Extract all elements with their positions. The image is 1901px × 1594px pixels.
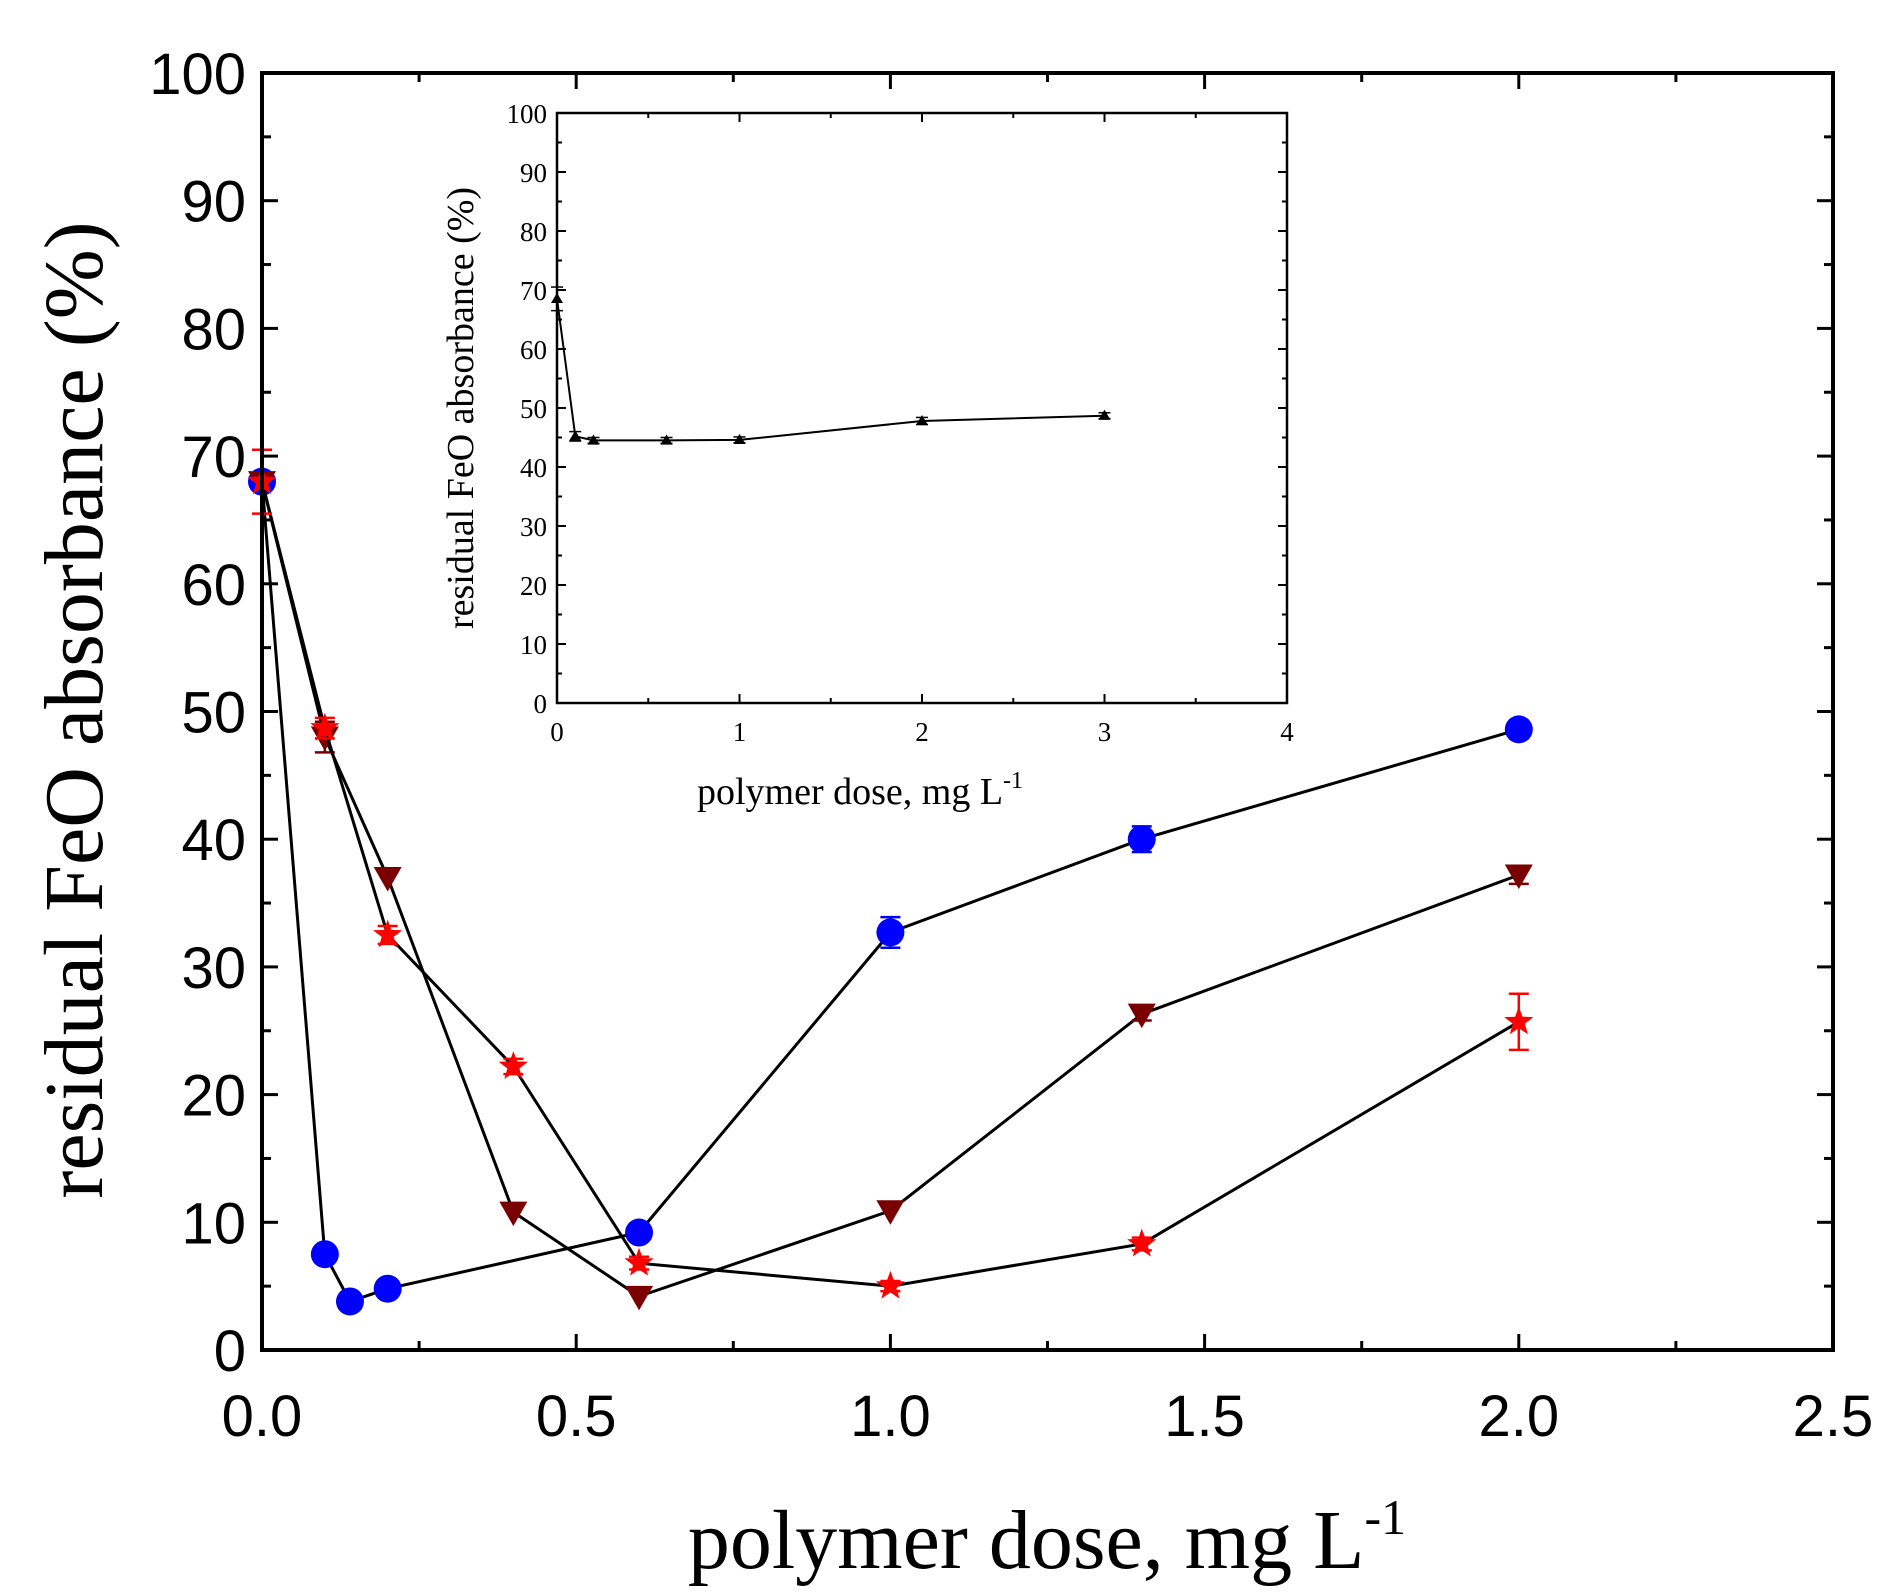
main-y-axis-title: residual FeO absorbance (%)	[28, 221, 121, 1198]
inset-y-tick-label: 70	[520, 276, 547, 306]
main-y-tick-label: 50	[181, 681, 246, 746]
inset-plot-frame	[555, 111, 1289, 705]
inset-chart: 0 1 2 3 4 0 10 20 30 40 50 60 70 80 90 100 polymer dos…	[440, 99, 1294, 813]
main-x-tick-label: 2.0	[1478, 1384, 1559, 1449]
inset-inset-series-point-6	[1098, 409, 1111, 420]
main-x-axis-title-text: polymer dose, mg L	[688, 1494, 1365, 1587]
inset-y-tick-label: 90	[520, 158, 547, 188]
main-triangles-point-5	[876, 1200, 905, 1225]
main-chart: 0.0 0.5 1.0 1.5 2.0 2.5 010203040506070809010…	[28, 42, 1873, 1587]
main-circles-point-1	[310, 1240, 339, 1269]
inset-inset-series-point-2	[587, 434, 600, 445]
inset-y-axis-title: residual FeO absorbance (%)	[440, 187, 482, 629]
main-circles-point-4	[625, 1218, 654, 1247]
inset-series-group	[551, 286, 1111, 445]
main-x-axis-title-sup: -1	[1364, 1489, 1406, 1545]
inset-inset-series-point-1	[569, 430, 582, 441]
main-y-tick-label: 70	[181, 425, 246, 490]
inset-x-tick-label: 3	[1098, 717, 1112, 747]
main-stars-point-3	[498, 1051, 528, 1079]
main-circles-point-7	[1504, 715, 1533, 744]
inset-y-tick-label: 50	[520, 394, 547, 424]
inset-x-axis-title-sup: -1	[1003, 768, 1023, 794]
main-stars-point-7	[1504, 1006, 1534, 1035]
main-stars-point-6	[1127, 1228, 1157, 1257]
main-circles-point-6	[1127, 825, 1156, 854]
main-stars-point-5	[875, 1270, 905, 1299]
main-series-group	[247, 448, 1534, 1316]
main-series-stars	[247, 448, 1534, 1299]
main-y-tick-label: 90	[181, 170, 246, 235]
inset-inset-series-point-5	[916, 414, 928, 426]
main-triangles-point-4	[625, 1285, 654, 1311]
main-x-tick-label: 1.5	[1164, 1384, 1245, 1449]
inset-y-tick-label: 60	[520, 335, 547, 365]
main-triangles-point-3	[499, 1201, 528, 1227]
main-x-tick-label: 0.5	[536, 1384, 617, 1449]
inset-x-tick-label: 4	[1280, 717, 1294, 747]
main-stars-point-2	[373, 919, 403, 948]
main-y-tick-labels: 0 10 20 30 40 50 60 70 80 90 100	[149, 42, 246, 1384]
inset-y-tick-labels: 0 10 20 30 40 50 60 70 80 90 100	[507, 99, 548, 719]
main-triangles-point-6	[1127, 1003, 1156, 1029]
main-y-tick-label: 40	[181, 808, 246, 873]
main-stars-point-4	[624, 1247, 654, 1276]
main-y-tick-label: 60	[181, 553, 246, 618]
main-circles-point-5	[876, 918, 905, 947]
inset-y-tick-label: 40	[520, 453, 547, 483]
inset-x-tick-labels: 0 1 2 3 4	[550, 717, 1294, 747]
main-x-tick-label: 2.5	[1793, 1384, 1874, 1449]
main-x-tick-label: 0.0	[222, 1384, 303, 1449]
inset-x-axis-title: polymer dose, mg L-1	[697, 768, 1023, 813]
main-y-tick-label: 20	[181, 1064, 246, 1129]
inset-series-inset-series	[551, 286, 1111, 445]
main-circles-point-3	[373, 1274, 402, 1303]
main-plot-frame	[260, 71, 1835, 1352]
main-series-line-stars	[260, 481, 1520, 1288]
inset-y-tick-label: 30	[520, 512, 547, 542]
inset-x-tick-label: 1	[733, 717, 747, 747]
main-triangles-point-2	[373, 867, 402, 892]
main-triangles-point-7	[1504, 864, 1533, 889]
inset-x-tick-label: 0	[550, 717, 564, 747]
main-x-tick-label: 1.0	[850, 1384, 931, 1449]
inset-y-tick-label: 10	[520, 630, 547, 660]
inset-y-tick-label: 20	[520, 571, 547, 601]
main-y-tick-label: 0	[214, 1319, 246, 1384]
inset-y-tick-label: 100	[507, 99, 548, 129]
main-circles-point-2	[335, 1287, 364, 1316]
main-y-tick-label: 30	[181, 936, 246, 1001]
inset-x-axis-title-text: polymer dose, mg L	[697, 771, 1003, 813]
main-y-tick-label: 10	[181, 1191, 246, 1256]
inset-inset-series-point-4	[733, 433, 746, 445]
main-x-axis-title: polymer dose, mg L-1	[688, 1489, 1406, 1587]
main-y-tick-label: 80	[181, 297, 246, 362]
inset-y-tick-label: 80	[520, 217, 547, 247]
main-stars-point-1	[310, 712, 340, 741]
inset-y-tick-label: 0	[534, 689, 548, 719]
inset-inset-series-point-3	[660, 434, 673, 445]
main-y-tick-label: 100	[149, 42, 246, 107]
main-x-tick-labels: 0.0 0.5 1.0 1.5 2.0 2.5	[222, 1384, 1874, 1449]
inset-x-tick-label: 2	[915, 717, 929, 747]
